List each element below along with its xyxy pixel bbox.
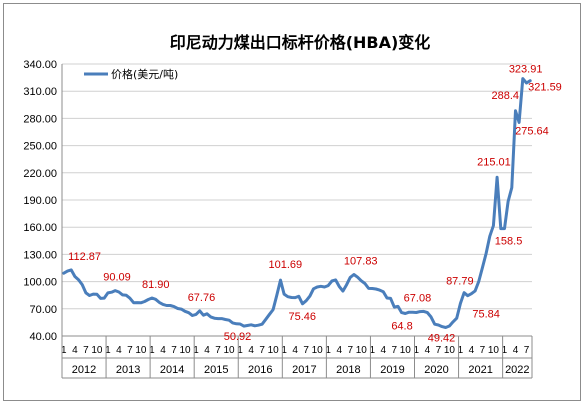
x-tick-label: 10 (312, 345, 324, 356)
y-tick-label: 220.00 (23, 168, 57, 180)
data-label: 50.92 (224, 331, 252, 343)
x-tick-label: 10 (91, 345, 103, 356)
year-label: 2022 (505, 364, 529, 376)
x-tick-label: 7 (347, 345, 353, 356)
x-tick-label: 10 (224, 345, 236, 356)
x-tick-label: 1 (369, 345, 375, 356)
x-tick-label: 4 (381, 345, 387, 356)
x-tick-label: 7 (259, 345, 265, 356)
year-label: 2019 (380, 364, 404, 376)
x-tick-label: 10 (488, 345, 500, 356)
data-label: 215.01 (477, 156, 511, 168)
data-label: 75.46 (289, 311, 317, 323)
year-label: 2014 (160, 364, 184, 376)
x-tick-label: 7 (480, 345, 486, 356)
x-tick-label: 4 (248, 345, 254, 356)
data-label: 112.87 (68, 251, 101, 263)
x-tick-label: 7 (436, 345, 442, 356)
x-tick-label: 1 (149, 345, 155, 356)
legend: 价格(美元/吨) (84, 67, 178, 81)
data-label: 67.76 (188, 292, 216, 304)
data-label: 158.5 (495, 236, 523, 248)
y-tick-label: 250.00 (23, 141, 57, 153)
year-label: 2013 (116, 364, 140, 376)
x-tick-label: 10 (400, 345, 412, 356)
data-label: 275.64 (515, 125, 549, 137)
x-tick-label: 10 (444, 345, 456, 356)
data-label: 107.83 (344, 256, 378, 268)
series-layer (62, 77, 532, 329)
series-line (62, 77, 532, 329)
y-tick-label: 340.00 (23, 59, 57, 71)
x-tick-label: 4 (72, 345, 78, 356)
chart-title: 印尼动力煤出口标杆价格(HBA)变化 (170, 33, 431, 52)
year-label: 2017 (292, 364, 316, 376)
x-tick-label: 4 (469, 345, 475, 356)
data-label: 87.79 (446, 276, 474, 288)
data-label: 67.08 (404, 292, 432, 304)
x-tick-label: 4 (513, 345, 519, 356)
x-tick-label: 7 (127, 345, 133, 356)
x-tick-label: 4 (116, 345, 122, 356)
y-tick-label: 40.00 (29, 331, 57, 343)
data-label: 64.8 (391, 321, 412, 333)
x-tick-label: 10 (356, 345, 368, 356)
y-tick-label: 280.00 (23, 113, 57, 125)
x-tick-label: 1 (61, 345, 67, 356)
year-label: 2016 (248, 364, 272, 376)
data-label: 75.84 (472, 309, 500, 321)
x-tick-label: 7 (171, 345, 177, 356)
x-tick-label: 1 (325, 345, 331, 356)
year-label: 2020 (424, 364, 448, 376)
y-tick-label: 310.00 (23, 86, 57, 98)
x-tick-label: 1 (281, 345, 287, 356)
x-tick-label: 1 (458, 345, 464, 356)
grid-lines (62, 63, 532, 337)
x-axis: 1 4 7 10 1 4 7 10 1 4 7 10 1 4 7 10 1 4 7 10 1 4 7 10 1 4 7 10 1 4 7 10… (61, 335, 533, 379)
legend-label: 价格(美元/吨) (111, 67, 178, 81)
x-tick-label: 4 (160, 345, 166, 356)
data-label: 90.09 (103, 272, 131, 284)
x-tick-label: 1 (237, 345, 243, 356)
data-label: 321.59 (528, 82, 562, 94)
x-tick-label: 7 (392, 345, 398, 356)
x-tick-label: 1 (414, 345, 420, 356)
data-label: 288.4 (491, 90, 519, 102)
year-label: 2021 (468, 364, 492, 376)
x-tick-label: 10 (179, 345, 191, 356)
data-label: 81.90 (142, 279, 170, 291)
x-tick-label: 7 (83, 345, 89, 356)
x-tick-label: 7 (524, 345, 530, 356)
y-tick-label: 70.00 (29, 304, 57, 316)
y-tick-label: 160.00 (23, 222, 57, 234)
x-tick-label: 4 (204, 345, 210, 356)
x-tick-label: 7 (303, 345, 309, 356)
y-axis: 40.00 70.00 100.00 130.00 160.00 190.00 220.00… (23, 59, 63, 343)
x-tick-label: 4 (336, 345, 342, 356)
x-tick-label: 10 (135, 345, 147, 356)
year-label: 2015 (204, 364, 228, 376)
y-tick-label: 100.00 (23, 277, 57, 289)
year-label: 2012 (72, 364, 96, 376)
x-tick-label: 10 (268, 345, 280, 356)
x-tick-label: 4 (425, 345, 431, 356)
data-label: 49.42 (428, 332, 456, 344)
data-label: 101.69 (268, 259, 302, 271)
chart-frame (3, 3, 581, 401)
x-tick-label: 1 (193, 345, 199, 356)
x-tick-label: 1 (502, 345, 508, 356)
year-label: 2018 (336, 364, 360, 376)
data-label: 323.91 (509, 64, 543, 76)
x-tick-label: 1 (105, 345, 111, 356)
x-tick-label: 4 (292, 345, 298, 356)
y-tick-label: 190.00 (23, 195, 57, 207)
y-tick-label: 130.00 (23, 249, 57, 261)
x-tick-label: 7 (215, 345, 221, 356)
